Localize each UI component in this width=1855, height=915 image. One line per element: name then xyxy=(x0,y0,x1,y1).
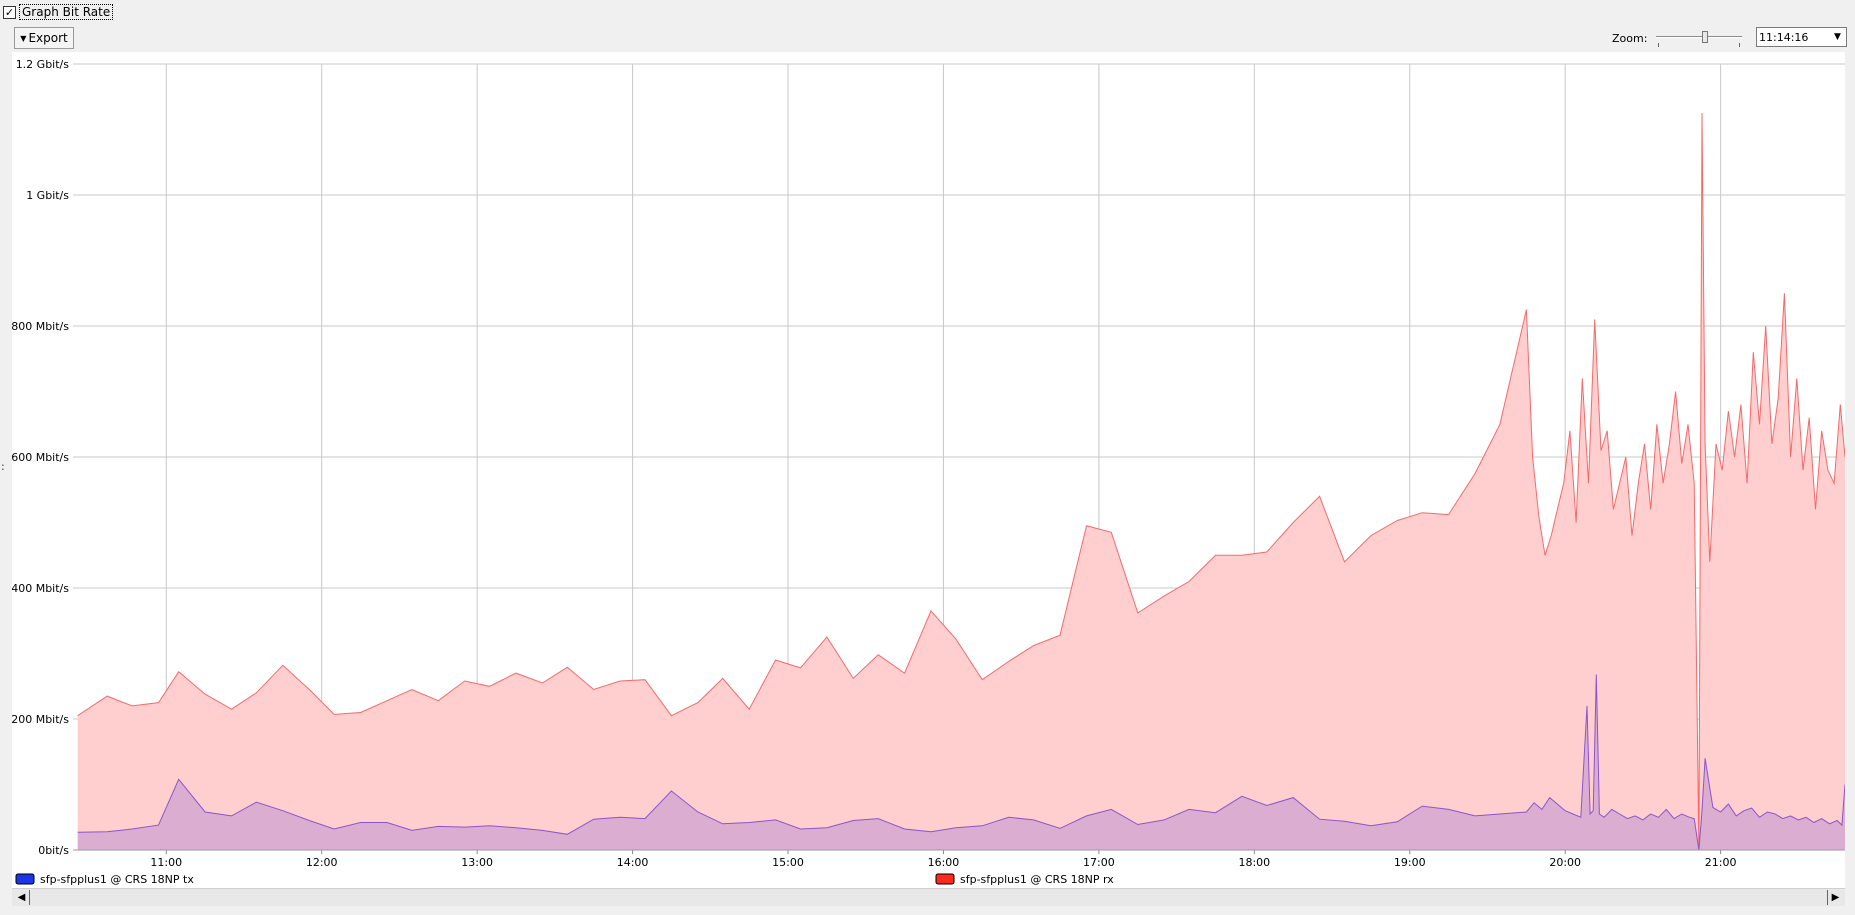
graph-bit-rate-toggle[interactable]: ✓ Graph Bit Rate xyxy=(3,4,114,20)
export-button[interactable]: ▼ Export xyxy=(14,27,74,49)
legend-item: sfp-sfpplus1 @ CRS 18NP rx xyxy=(935,873,1114,886)
zoom-slider-track[interactable] xyxy=(1656,36,1742,38)
x-tick-label: 21:00 xyxy=(1705,856,1737,869)
chevron-down-icon[interactable]: ▼ xyxy=(1834,32,1841,42)
legend-label: sfp-sfpplus1 @ CRS 18NP rx xyxy=(960,873,1114,886)
graph-bit-rate-checkbox[interactable]: ✓ xyxy=(3,5,16,19)
scroll-right-icon[interactable]: ▶ xyxy=(1827,890,1843,905)
zoom-slider-tick-min xyxy=(1658,43,1659,47)
x-tick-label: 20:00 xyxy=(1549,856,1581,869)
y-tick-label: 200 Mbit/s xyxy=(12,713,69,726)
x-tick-label: 11:00 xyxy=(150,856,182,869)
toolbar: ✓ Graph Bit Rate ▼ Export Zoom: 11:14:16… xyxy=(0,0,1855,52)
legend-item: sfp-sfpplus1 @ CRS 18NP tx xyxy=(15,873,194,886)
y-tick-label: 600 Mbit/s xyxy=(12,451,69,464)
scroll-left-icon[interactable]: ◀ xyxy=(14,890,30,905)
tx-area xyxy=(77,674,1845,850)
y-tick-label: 1 Gbit/s xyxy=(26,189,69,202)
export-label: Export xyxy=(28,31,68,45)
legend-label: sfp-sfpplus1 @ CRS 18NP tx xyxy=(40,873,194,886)
x-tick-label: 14:00 xyxy=(617,856,649,869)
tx-line xyxy=(77,674,1845,851)
horizontal-scrollbar[interactable]: ◀ ▶ xyxy=(12,888,1845,906)
zoom-label: Zoom: xyxy=(1612,32,1648,45)
legend-swatch xyxy=(15,873,35,885)
zoom-slider-thumb[interactable] xyxy=(1702,31,1708,43)
rx-area xyxy=(77,113,1845,851)
y-tick-label: 0bit/s xyxy=(38,844,69,857)
graph-bit-rate-label[interactable]: Graph Bit Rate xyxy=(19,4,114,20)
legend-swatch xyxy=(935,873,955,885)
x-tick-label: 18:00 xyxy=(1238,856,1270,869)
y-tick-label: 800 Mbit/s xyxy=(12,320,69,333)
zoom-slider[interactable] xyxy=(1656,28,1742,48)
x-tick-label: 17:00 xyxy=(1083,856,1115,869)
x-tick-label: 15:00 xyxy=(772,856,804,869)
zoom-slider-tick-max xyxy=(1739,43,1740,47)
panel-resize-handle[interactable]: : xyxy=(1,460,5,473)
bit-rate-chart: 0bit/s 200 Mbit/s 400 Mbit/s 600 Mbit/s 800 … xyxy=(12,58,1845,886)
time-select[interactable]: 11:14:16 ▼ xyxy=(1756,27,1847,47)
caret-down-icon: ▼ xyxy=(20,33,27,43)
y-tick-label: 1.2 Gbit/s xyxy=(16,58,70,71)
x-tick-label: 16:00 xyxy=(928,856,960,869)
time-select-value: 11:14:16 xyxy=(1759,30,1809,44)
x-tick-label: 12:00 xyxy=(306,856,338,869)
x-tick-label: 19:00 xyxy=(1394,856,1426,869)
y-tick-label: 400 Mbit/s xyxy=(12,582,69,595)
x-tick-label: 13:00 xyxy=(461,856,493,869)
status-strip xyxy=(0,906,1855,915)
chart-panel: 0bit/s 200 Mbit/s 400 Mbit/s 600 Mbit/s 800 … xyxy=(12,52,1845,888)
rx-line xyxy=(77,113,1845,851)
